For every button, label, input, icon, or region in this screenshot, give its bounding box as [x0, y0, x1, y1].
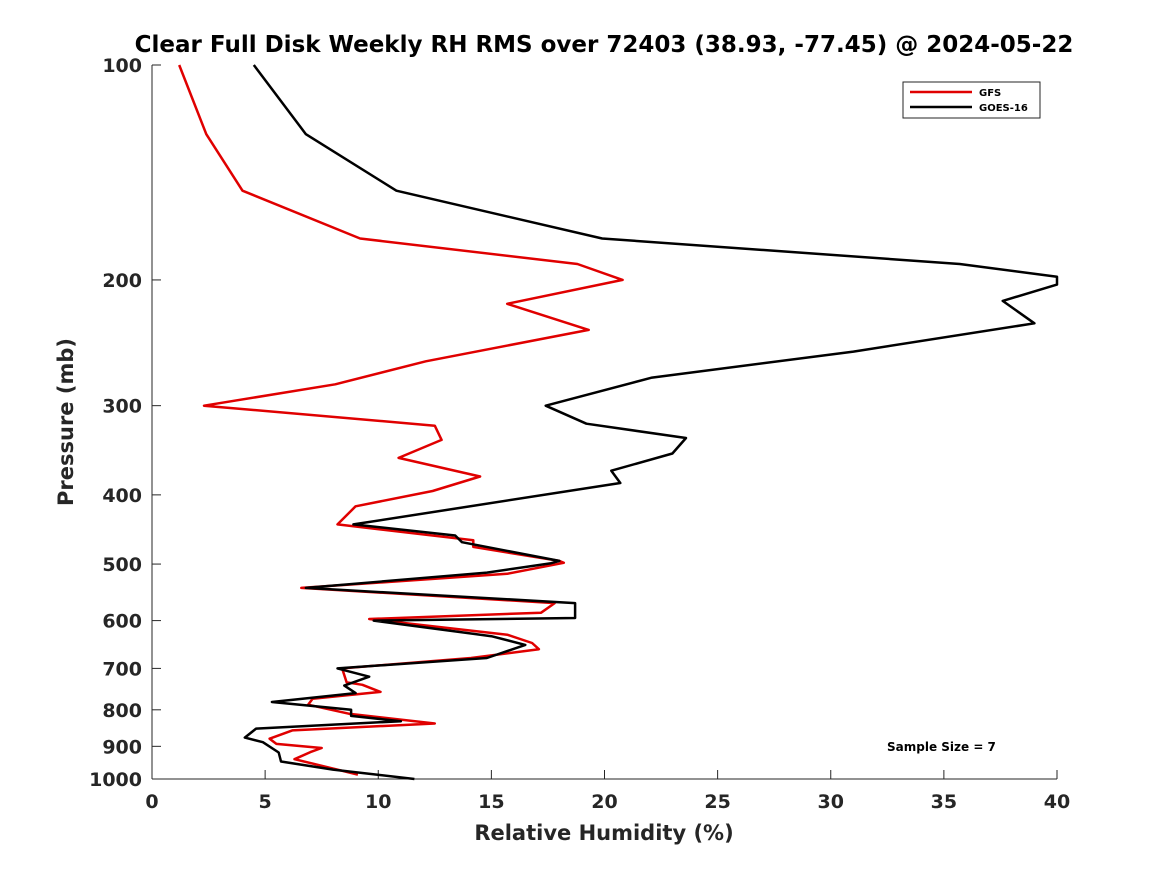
x-axis-ticks: 0 5 10 15 20 25 30 35 40 — [145, 770, 1070, 813]
plot-area: 0 5 10 15 20 25 30 35 40 100 200 300 400 500 600 700 80… — [89, 55, 1070, 813]
chart-title: Clear Full Disk Weekly RH RMS over 72403… — [135, 32, 1074, 58]
x-tick-label: 5 — [259, 791, 272, 813]
y-tick-label: 1000 — [89, 769, 142, 791]
x-tick-label: 35 — [931, 791, 957, 813]
y-tick-label: 600 — [102, 611, 142, 633]
legend-label-goes16: GOES-16 — [979, 103, 1028, 114]
legend-box — [902, 81, 1041, 119]
y-tick-label: 800 — [102, 700, 142, 722]
y-tick-label: 500 — [102, 554, 142, 576]
legend: GFS GOES-16 — [902, 81, 1041, 119]
x-tick-label: 10 — [365, 791, 391, 813]
series-lines — [178, 64, 1059, 781]
x-tick-label: 20 — [591, 791, 617, 813]
y-tick-label: 200 — [102, 270, 142, 292]
x-tick-label: 40 — [1044, 791, 1070, 813]
series-line-gfs — [178, 64, 624, 776]
y-tick-label: 300 — [102, 396, 142, 418]
y-axis-title: Pressure (mb) — [54, 338, 78, 506]
x-tick-label: 30 — [818, 791, 844, 813]
y-tick-label: 700 — [102, 658, 142, 680]
x-tick-label: 0 — [145, 791, 158, 813]
legend-label-gfs: GFS — [979, 88, 1001, 99]
x-axis-title: Relative Humidity (%) — [474, 821, 733, 845]
sample-size-annotation: Sample Size = 7 — [887, 740, 996, 754]
y-tick-label: 100 — [102, 55, 142, 77]
y-tick-label: 900 — [102, 736, 142, 758]
y-tick-label: 400 — [102, 485, 142, 507]
x-tick-label: 25 — [704, 791, 730, 813]
series-line-goes16 — [243, 64, 1059, 781]
x-tick-label: 15 — [478, 791, 504, 813]
y-axis-ticks: 100 200 300 400 500 600 700 800 900 1000 — [89, 55, 161, 791]
